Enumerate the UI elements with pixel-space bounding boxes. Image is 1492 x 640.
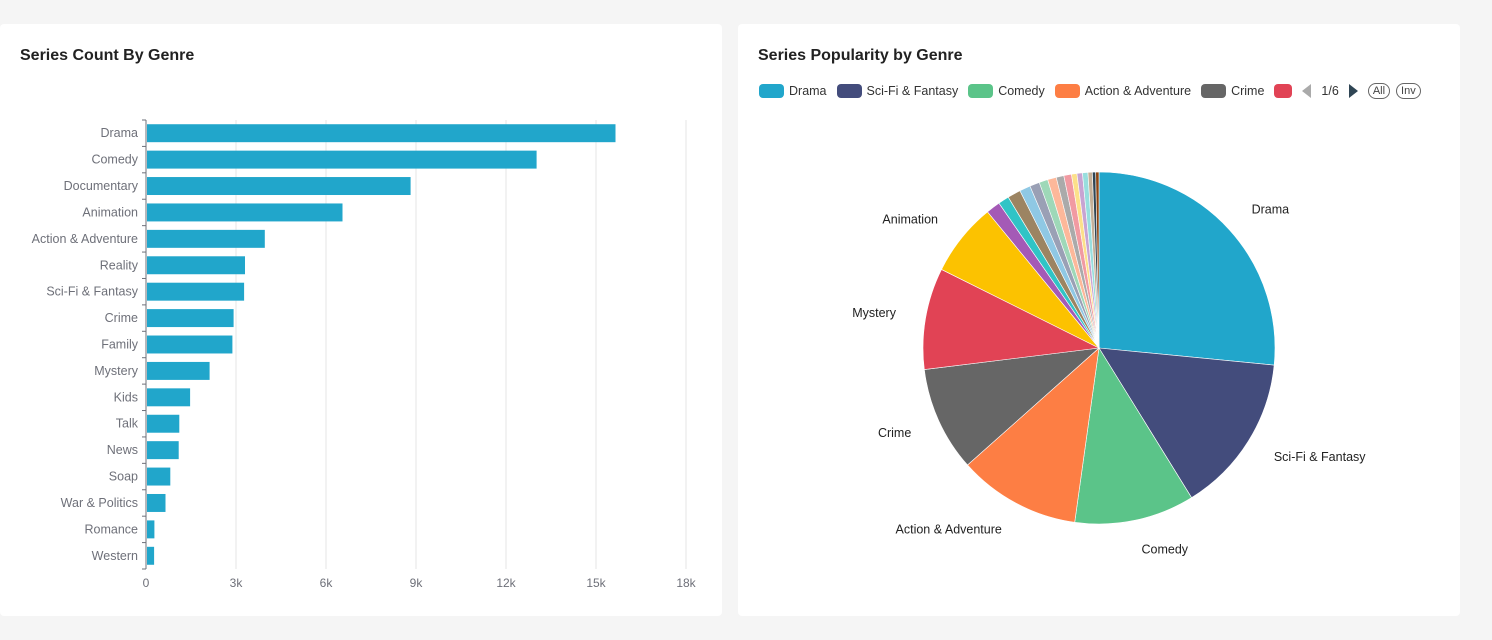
genre-count-card: Series Count By Genre Drama Comedy Documen… — [0, 24, 722, 616]
y-category-label: Sci-Fi & Fantasy — [46, 285, 138, 299]
pie-slice[interactable] — [1095, 171, 1100, 349]
bar[interactable] — [147, 493, 166, 512]
legend-label: Action & Adventure — [1084, 84, 1192, 98]
legend-label: Comedy — [998, 84, 1045, 98]
y-category-label: War & Politics — [61, 496, 138, 510]
bar[interactable] — [147, 361, 210, 380]
x-tick-label: 15k — [586, 576, 606, 590]
bar[interactable] — [147, 150, 537, 169]
bar[interactable] — [147, 124, 616, 143]
bar[interactable] — [147, 256, 245, 275]
legend-item[interactable]: Crime — [1201, 84, 1264, 98]
legend-all-button[interactable]: All — [1367, 83, 1391, 99]
bar[interactable] — [147, 335, 233, 354]
legend-pager: 1/6 All Inv — [1302, 83, 1421, 99]
pie-slice-label: Sci-Fi & Fantasy — [1274, 450, 1366, 464]
bar[interactable] — [147, 520, 155, 539]
genre-count-bar-chart: Drama Comedy Documentary Animation Action & … — [32, 119, 697, 590]
bar[interactable] — [147, 282, 245, 301]
bar-chart-title: Series Count By Genre — [20, 47, 195, 64]
y-category-label: Action & Adventure — [32, 232, 138, 246]
legend-item[interactable]: Comedy — [968, 84, 1045, 98]
legend-invert-button[interactable]: Inv — [1396, 83, 1421, 99]
genre-popularity-card: Series Popularity by Genre Drama Sci-Fi &… — [738, 24, 1460, 616]
y-category-label: Kids — [114, 390, 138, 404]
bar[interactable] — [147, 309, 234, 328]
pie-slice[interactable] — [922, 269, 1101, 370]
y-category-label: Comedy — [91, 153, 138, 167]
legend-item[interactable]: Drama — [759, 84, 827, 98]
legend-swatch — [1201, 84, 1227, 98]
x-tick-label: 12k — [496, 576, 516, 590]
y-category-label: Western — [92, 549, 138, 563]
y-category-label: Family — [101, 338, 139, 352]
bar[interactable] — [147, 177, 411, 196]
legend-swatch — [759, 84, 784, 98]
y-category-label: Reality — [100, 258, 139, 272]
legend-item[interactable]: Action & Adventure — [1054, 84, 1192, 98]
y-category-label: Romance — [85, 522, 139, 536]
x-tick-label: 6k — [320, 576, 334, 590]
y-category-label: Crime — [105, 311, 138, 325]
bar[interactable] — [147, 414, 180, 433]
bar[interactable] — [147, 388, 191, 407]
x-tick-label: 3k — [230, 576, 244, 590]
bar[interactable] — [147, 229, 265, 248]
legend-swatch — [968, 84, 994, 98]
bar[interactable] — [147, 546, 155, 565]
legend-swatch — [836, 84, 862, 98]
legend-swatch — [1274, 84, 1293, 98]
pie-slice-label: Comedy — [1141, 543, 1188, 557]
x-tick-label: 0 — [143, 576, 150, 590]
pie-chart-title: Series Popularity by Genre — [758, 47, 963, 64]
y-category-label: Talk — [116, 417, 139, 431]
bar[interactable] — [147, 203, 343, 222]
pie-slice-label: Mystery — [852, 306, 897, 320]
legend-item-truncated[interactable] — [1274, 84, 1293, 98]
y-category-label: Mystery — [94, 364, 139, 378]
bar[interactable] — [147, 467, 171, 486]
legend-label: Crime — [1231, 84, 1265, 98]
legend-label: Drama — [789, 84, 827, 98]
pie-legend: Drama Sci-Fi & Fantasy Comedy Action & Adve… — [759, 82, 1421, 100]
y-category-label: Soap — [109, 470, 138, 484]
legend-next-icon[interactable] — [1348, 84, 1358, 98]
legend-label: Sci-Fi & Fantasy — [866, 84, 959, 98]
pie-slice-label: Animation — [882, 212, 938, 226]
y-category-label: Documentary — [64, 179, 139, 193]
legend-swatch — [1054, 84, 1080, 98]
y-category-label: Drama — [100, 126, 138, 140]
legend-page-indicator: 1/6 — [1321, 84, 1339, 98]
pie-slice[interactable] — [1098, 347, 1275, 499]
pie-slice-label: Action & Adventure — [896, 523, 1002, 537]
pie-slice-label: Drama — [1252, 203, 1290, 217]
y-category-label: News — [107, 443, 138, 457]
pie-slice[interactable] — [1074, 347, 1193, 525]
x-tick-label: 9k — [410, 576, 424, 590]
legend-item[interactable]: Sci-Fi & Fantasy — [836, 84, 959, 98]
legend-prev-icon[interactable] — [1302, 84, 1312, 98]
pie-slice-label: Crime — [878, 426, 911, 440]
bar[interactable] — [147, 441, 179, 460]
y-category-label: Animation — [82, 205, 138, 219]
x-tick-label: 18k — [676, 576, 696, 590]
pie-slice[interactable] — [923, 347, 1100, 466]
pie-slice[interactable] — [1098, 171, 1276, 366]
genre-popularity-pie-chart: Drama Sci-Fi & Fantasy Comedy Action & Adve… — [852, 171, 1366, 557]
pie-slice[interactable] — [967, 347, 1100, 523]
